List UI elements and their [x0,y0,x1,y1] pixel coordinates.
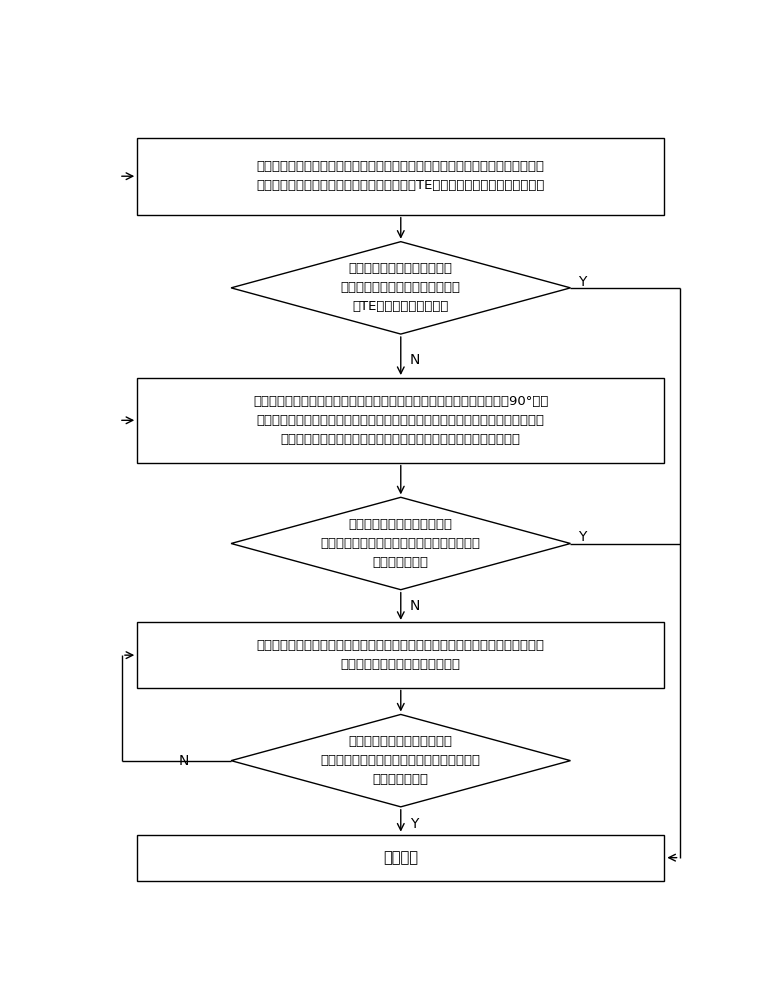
Text: Y: Y [579,275,586,289]
Text: Y: Y [579,530,586,544]
Bar [137,138,665,215]
Text: N: N [410,353,420,367]
Text: Y: Y [410,817,418,831]
Text: 结束流程: 结束流程 [383,850,418,865]
Polygon shape [231,242,571,334]
Polygon shape [231,714,571,807]
Text: 在紧靠接地板背面的外圈，同轴层叠地安装一个或多个中心部位短路且带90°折弯
的半开口圆环腔，所述半开口圆环腔的开口向上形成高阻抗，在半开口圆环腔上，
自开口处沿: 在紧靠接地板背面的外圈，同轴层叠地安装一个或多个中心部位短路且带90°折弯 的半… [253,395,548,446]
Bar [137,622,665,688]
Text: 观测天线辐射方向图中的滚降
、前后比和后尾瓣，以此判断天线的抑制多径
的效果是否达到: 观测天线辐射方向图中的滚降 、前后比和后尾瓣，以此判断天线的抑制多径 的效果是否… [321,735,481,786]
Text: N: N [178,754,188,768]
Bar [137,378,665,463]
Text: 在半开口圆环腔下方预定距离平行安装一个直径大于半开口圆环腔直径的抑径板，
所述抑径板用于隔离近区环境影响: 在半开口圆环腔下方预定距离平行安装一个直径大于半开口圆环腔直径的抑径板， 所述抑… [256,639,545,671]
Polygon shape [231,497,571,590]
Text: 观测天线辐射方向图中的滚降
、前后比和后尾瓣，以此判断天线的抑制多径
的效果是否达到: 观测天线辐射方向图中的滚降 、前后比和后尾瓣，以此判断天线的抑制多径 的效果是否… [321,518,481,569]
Text: 在天线的接地板上沿径向方向中心对称地安装一组金属平板，每两个金属平板之间
形成径向平板波导，所述径向平板波导用于使TE表面波在其中以截止模衰减传输: 在天线的接地板上沿径向方向中心对称地安装一组金属平板，每两个金属平板之间 形成径… [256,160,545,192]
Text: N: N [410,599,420,613]
Text: 观测天线辐射方向图中的滚降
和前后比，以此判断径向平板波导
的TE表面波衰减是否达到: 观测天线辐射方向图中的滚降 和前后比，以此判断径向平板波导 的TE表面波衰减是否… [341,262,461,313]
Bar [137,835,665,881]
